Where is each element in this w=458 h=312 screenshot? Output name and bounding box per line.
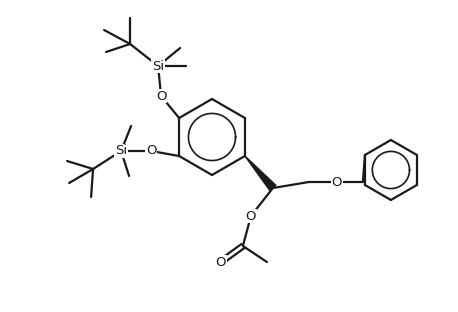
Text: O: O <box>332 175 342 188</box>
Text: O: O <box>216 256 226 269</box>
Text: Si: Si <box>152 60 164 72</box>
Text: O: O <box>156 90 166 103</box>
Text: Si: Si <box>115 144 127 158</box>
Polygon shape <box>245 156 276 191</box>
Text: O: O <box>245 209 256 222</box>
Text: O: O <box>146 144 156 158</box>
